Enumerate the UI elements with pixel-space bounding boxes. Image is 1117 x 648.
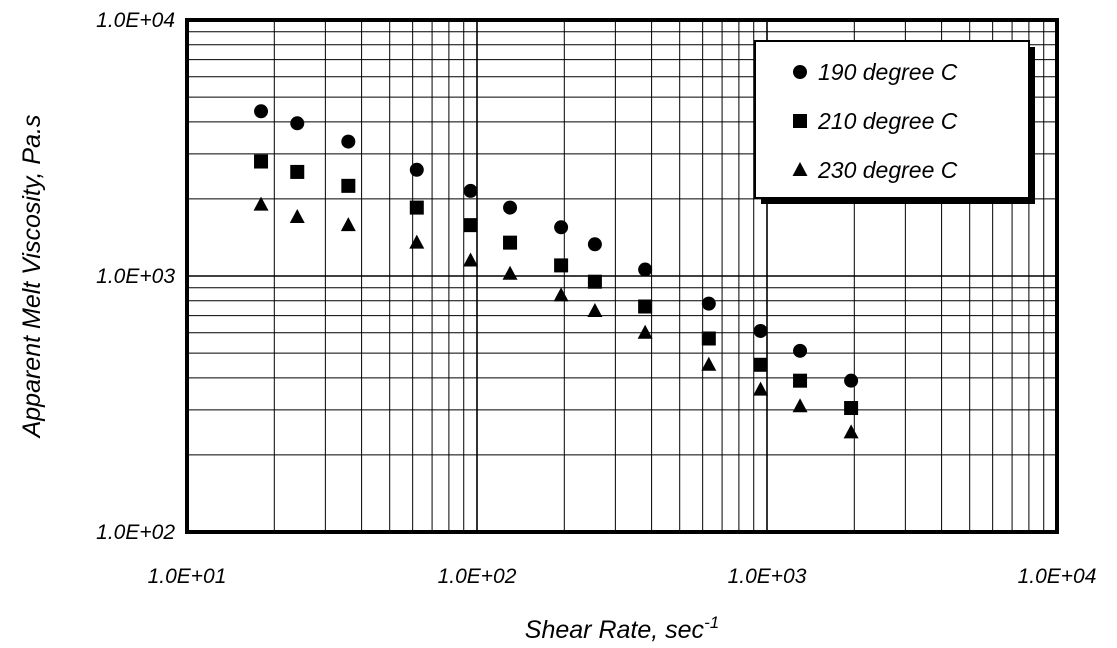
circle-point — [254, 104, 269, 119]
square-point — [701, 331, 716, 346]
triangle-point — [409, 234, 425, 249]
square-point — [254, 154, 269, 169]
legend-label: 230 degree C — [817, 157, 958, 183]
circle-point — [844, 373, 859, 388]
circle-point — [554, 220, 569, 235]
square-point — [587, 274, 602, 289]
x-tick-label: 1.0E+03 — [728, 565, 807, 588]
circle-point — [463, 183, 478, 198]
circle-point — [341, 134, 356, 149]
data-points — [253, 104, 859, 439]
triangle-point — [637, 324, 653, 339]
y-tick-labels: 1.0E+02 1.0E+03 1.0E+04 — [96, 9, 175, 544]
triangle-point — [463, 252, 479, 267]
legend-label: 210 degree C — [817, 108, 958, 134]
y-axis-title: Apparent Melt Viscosity, Pa.s — [18, 115, 46, 440]
triangle-point — [553, 287, 569, 302]
circle-point — [793, 343, 808, 358]
circle-point — [409, 162, 424, 177]
legend-circle-marker — [793, 65, 807, 79]
square-point — [554, 258, 569, 273]
square-point — [341, 178, 356, 193]
legend-triangle-marker — [792, 162, 808, 176]
x-tick-label: 1.0E+04 — [1018, 565, 1097, 588]
legend: 190 degree C 210 degree C 230 degree C — [754, 40, 1035, 204]
circle-point — [503, 200, 518, 215]
circle-point — [701, 296, 716, 311]
triangle-point — [502, 265, 518, 280]
x-axis-title: Shear Rate, sec-1 — [525, 613, 719, 644]
circle-point — [290, 116, 305, 131]
square-point — [753, 357, 768, 372]
triangle-point — [843, 424, 859, 439]
square-point — [409, 200, 424, 215]
triangle-point — [289, 209, 305, 224]
legend-square-marker — [793, 114, 807, 128]
square-point — [290, 164, 305, 179]
square-point — [638, 299, 653, 314]
circle-point — [638, 262, 653, 277]
y-tick-label: 1.0E+03 — [96, 265, 175, 288]
y-tick-label: 1.0E+04 — [96, 9, 175, 32]
triangle-point — [587, 302, 603, 317]
square-point — [503, 235, 518, 250]
triangle-point — [753, 381, 769, 396]
legend-label: 190 degree C — [818, 59, 958, 85]
triangle-point — [701, 356, 717, 371]
triangle-point — [253, 196, 269, 211]
y-tick-label: 1.0E+02 — [96, 521, 175, 544]
plot-frame — [185, 18, 1059, 534]
x-tick-label: 1.0E+02 — [438, 565, 517, 588]
triangle-point — [792, 398, 808, 413]
square-point — [463, 218, 478, 233]
square-point — [844, 401, 859, 416]
x-tick-labels: 1.0E+01 1.0E+02 1.0E+03 1.0E+04 — [148, 565, 1097, 588]
triangle-point — [340, 217, 356, 232]
circle-point — [587, 237, 602, 252]
square-point — [793, 373, 808, 388]
x-tick-label: 1.0E+01 — [148, 565, 227, 588]
circle-point — [753, 323, 768, 338]
